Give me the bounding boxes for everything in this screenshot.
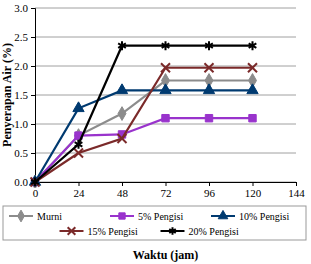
legend-label: 20% Pengisi	[189, 226, 240, 237]
tick-mark	[166, 182, 167, 186]
grid	[35, 8, 296, 182]
y-tick-label: 1.5	[14, 89, 28, 101]
marker	[204, 63, 213, 72]
tick-mark	[79, 182, 80, 186]
tick-mark	[31, 124, 35, 125]
tick-mark	[31, 37, 35, 38]
tick-mark	[31, 153, 35, 154]
legend-item: Murni	[9, 210, 62, 222]
grid-line	[35, 37, 296, 38]
axis-line	[31, 9, 36, 183]
marker	[117, 134, 126, 143]
x-tick-label: 144	[288, 187, 305, 199]
y-tick-label: 2.5	[14, 31, 28, 43]
x-tick-label: 0	[33, 187, 39, 199]
marker	[203, 84, 214, 94]
tick-mark	[122, 182, 123, 186]
y-tick-label: 0.5	[14, 147, 28, 159]
y-axis: 0.0 0.5 1.0 1.5 2.0 2.5 3.0	[14, 2, 35, 188]
series-line	[35, 81, 253, 183]
marker	[116, 84, 127, 94]
marker	[160, 84, 171, 94]
y-tick: 1.0	[14, 118, 35, 130]
marker	[31, 178, 39, 187]
axis-line	[36, 183, 297, 187]
marker	[162, 114, 169, 121]
plot: 0.0 0.5 1.0 1.5 2.0 2.5 3.0 0 24 48 72 96 120 144	[14, 2, 305, 199]
y-tick: 2.0	[14, 60, 35, 72]
y-tick-label: 0.0	[14, 176, 28, 188]
marker	[75, 140, 83, 149]
y-tick-label: 2.0	[14, 60, 28, 72]
marker	[161, 63, 170, 72]
marker	[118, 41, 126, 50]
y-tick: 0.5	[14, 147, 35, 159]
grid-line	[35, 124, 296, 125]
tick-mark	[31, 66, 35, 67]
tick-mark	[31, 95, 35, 96]
marker	[249, 114, 256, 121]
x-tick-label: 120	[245, 187, 262, 199]
legend-label: Murni	[37, 211, 62, 222]
legend-marker	[18, 210, 25, 222]
x-tick-label: 48	[117, 187, 129, 199]
grid-line	[35, 95, 296, 96]
tick-mark	[209, 182, 210, 186]
legend-item: 15% Pengisi	[60, 226, 139, 237]
legend-box	[3, 206, 306, 240]
legend-label: 10% Pengisi	[239, 211, 290, 222]
x-tick: 120	[245, 182, 262, 199]
marker	[74, 148, 83, 157]
x-tick: 24	[74, 182, 86, 199]
tick-mark	[296, 182, 297, 186]
x-axis-title: Waktu (jam)	[133, 248, 199, 262]
x-tick-label: 96	[204, 187, 216, 199]
legend-marker	[119, 213, 125, 219]
tick-mark	[31, 8, 35, 9]
y-tick: 3.0	[14, 2, 35, 14]
y-tick-label: 3.0	[14, 2, 28, 14]
legend-item: 20% Pengisi	[161, 226, 240, 237]
series-group	[29, 41, 258, 188]
legend-marker	[218, 210, 228, 218]
marker	[73, 102, 84, 112]
legend-marker	[68, 227, 76, 235]
x-tick: 48	[117, 182, 129, 199]
marker	[205, 41, 213, 50]
tick-mark	[253, 182, 254, 186]
grid-line	[35, 153, 296, 154]
chart: 0.0 0.5 1.0 1.5 2.0 2.5 3.0 0 24 48 72 96 120 144 Peny…	[0, 0, 311, 264]
marker	[162, 41, 170, 50]
x-tick: 144	[288, 182, 305, 199]
marker	[118, 107, 126, 121]
y-tick-label: 1.0	[14, 118, 28, 130]
y-tick: 2.5	[14, 31, 35, 43]
legend-item: 10% Pengisi	[211, 210, 290, 221]
marker	[248, 63, 257, 72]
legend-marker	[169, 227, 176, 235]
x-tick: 96	[204, 182, 216, 199]
x-tick: 72	[161, 182, 172, 199]
marker	[205, 114, 212, 121]
series-line	[35, 46, 253, 182]
legend-label: 15% Pengisi	[88, 226, 139, 237]
y-tick: 1.5	[14, 89, 35, 101]
legend-item: 5% Pengisi	[110, 211, 184, 222]
x-tick-label: 72	[161, 187, 172, 199]
marker	[247, 84, 258, 94]
y-axis-title: Penyerapan Air (%)	[0, 43, 14, 147]
grid-line	[35, 8, 296, 9]
marker	[249, 41, 257, 50]
x-tick-label: 24	[74, 187, 86, 199]
series-line	[35, 68, 253, 182]
x-axis: 0 24 48 72 96 120 144	[33, 182, 306, 199]
legend: Murni 5% Pengisi 10% Pengisi 15% Pengisi 20%…	[3, 206, 306, 240]
legend-label: 5% Pengisi	[138, 211, 184, 222]
